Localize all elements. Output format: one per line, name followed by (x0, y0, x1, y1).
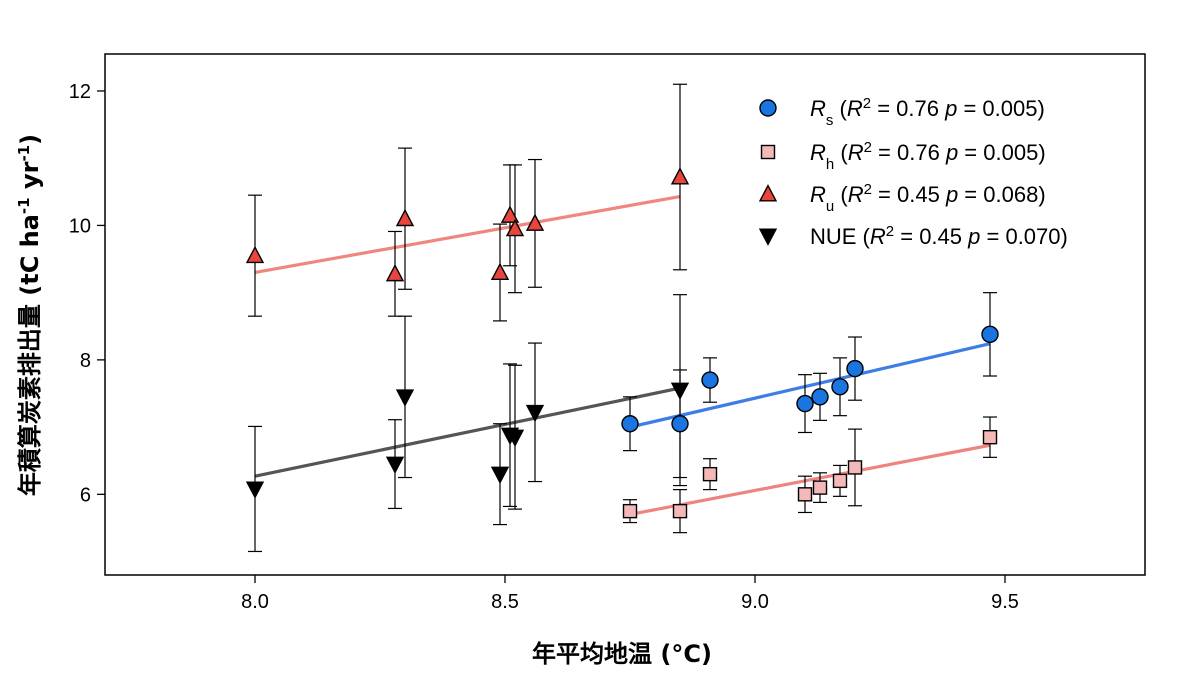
point-ru (500, 205, 520, 223)
legend-marker-ru (758, 184, 778, 202)
fit-lines (254, 194, 991, 517)
y-tick-label: 12 (69, 81, 91, 103)
point-rs (811, 388, 829, 406)
point-nue (670, 382, 690, 401)
legend-label-rs: Rs (R2 = 0.76 p = 0.005) (810, 95, 1045, 129)
fit-line-ru (254, 194, 681, 275)
legend-marker-nue (758, 228, 778, 246)
point-nue (245, 481, 265, 499)
point-rs (846, 359, 864, 378)
point-rh (797, 487, 813, 502)
legend-label-nue: NUE (R2 = 0.45 p = 0.070) (810, 223, 1068, 250)
point-rs (621, 415, 639, 433)
legend-marker-rs (759, 99, 777, 117)
point-rh (622, 503, 638, 519)
legend-item-ru: Ru (R2 = 0.45 p = 0.068) (758, 181, 1046, 215)
point-nue (490, 466, 510, 485)
point-rs (981, 325, 999, 344)
point-rs (796, 394, 814, 413)
point-rs (701, 371, 719, 389)
fit-line-rs (629, 342, 991, 429)
point-rh (812, 480, 828, 495)
point-nue (505, 429, 525, 448)
x-tick-label: 9.5 (991, 591, 1019, 613)
point-ru (505, 218, 525, 237)
legend-item-rh: Rh (R2 = 0.76 p = 0.005) (760, 139, 1046, 173)
fit-line-nue (254, 386, 681, 478)
x-axis-title: 年平均地温 (°C) (532, 640, 712, 668)
point-rh (847, 460, 863, 475)
point-nue (385, 456, 405, 474)
fit-line-rh (629, 443, 991, 517)
legend-item-nue: NUE (R2 = 0.45 p = 0.070) (758, 223, 1068, 250)
legend: Rs (R2 = 0.76 p = 0.005) Rh (R2 = 0.76 p … (758, 95, 1068, 250)
point-rh (672, 503, 688, 519)
point-ru (395, 208, 415, 227)
point-ru (525, 213, 545, 231)
point-rh (982, 429, 998, 445)
legend-marker-rh (760, 144, 776, 160)
point-nue (395, 389, 415, 407)
point-rh (702, 466, 718, 482)
x-axis-ticks: 8.0 8.5 9.0 9.5 (241, 575, 1019, 613)
point-rs (671, 415, 689, 433)
error-bars (248, 83, 997, 553)
x-tick-label: 8.5 (491, 591, 519, 613)
legend-label-ru: Ru (R2 = 0.45 p = 0.068) (810, 181, 1046, 215)
point-nue (525, 404, 545, 423)
legend-label-rh: Rh (R2 = 0.76 p = 0.005) (810, 139, 1046, 173)
y-axis-ticks: 6 8 10 12 (69, 81, 105, 506)
legend-item-rs: Rs (R2 = 0.76 p = 0.005) (759, 95, 1045, 129)
x-tick-label: 8.0 (241, 591, 269, 613)
point-ru (245, 245, 265, 264)
point-ru (670, 167, 690, 185)
x-tick-label: 9.0 (741, 591, 769, 613)
y-tick-label: 8 (80, 350, 91, 372)
point-rh (832, 473, 848, 489)
point-rs (831, 378, 849, 396)
data-points (245, 167, 999, 519)
point-ru (385, 263, 405, 282)
y-axis-title: 年積算炭素排出量 (tC ha-1 yr-1) (15, 134, 44, 496)
plot-frame (104, 53, 1146, 576)
point-ru (490, 262, 510, 280)
y-tick-label: 6 (80, 484, 91, 506)
y-tick-label: 10 (69, 215, 91, 237)
